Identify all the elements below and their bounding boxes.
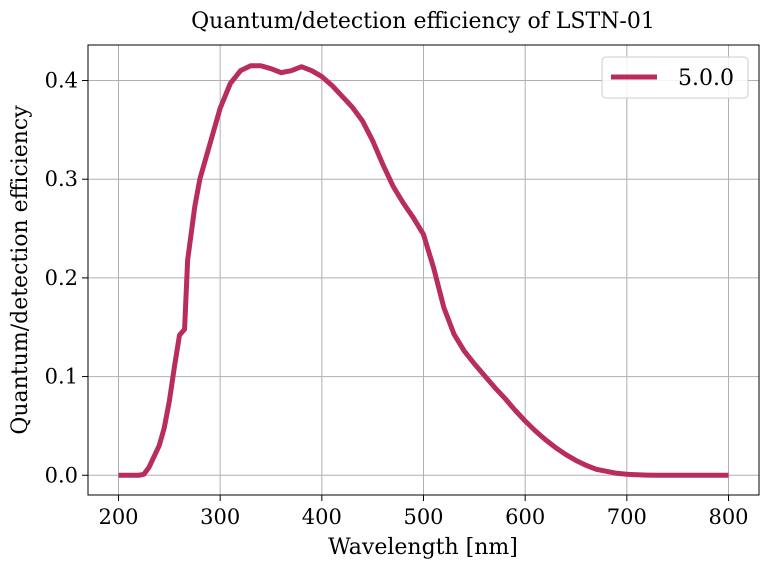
y-tick-label: 0.3 (45, 167, 78, 191)
legend-box (601, 56, 749, 99)
x-tick-label: 600 (505, 505, 545, 529)
x-tick-label: 700 (607, 505, 647, 529)
x-tick-label: 500 (403, 505, 443, 529)
legend-label: 5.0.0 (678, 66, 734, 91)
chart-title: Quantum/detection efficiency of LSTN-01 (191, 9, 655, 34)
x-tick-label: 400 (302, 505, 342, 529)
x-tick-label: 200 (98, 505, 138, 529)
y-axis-label: Quantum/detection efficiency (8, 105, 33, 435)
y-tick-label: 0.2 (45, 266, 78, 290)
series-line (118, 63, 729, 478)
series-layer (118, 63, 729, 478)
y-axis-ticks: 0.0 0.1 0.2 0.3 0.4 (45, 69, 88, 487)
x-tick-label: 300 (200, 505, 240, 529)
x-tick-label: 800 (708, 505, 748, 529)
x-axis-label: Wavelength [nm] (328, 535, 518, 560)
x-axis-ticks: 200 300 400 500 600 700 800 (98, 495, 749, 529)
legend: 5.0.0 (601, 56, 749, 99)
y-tick-label: 0.1 (45, 365, 78, 389)
y-tick-label: 0.4 (45, 69, 78, 93)
y-tick-label: 0.0 (45, 463, 78, 487)
